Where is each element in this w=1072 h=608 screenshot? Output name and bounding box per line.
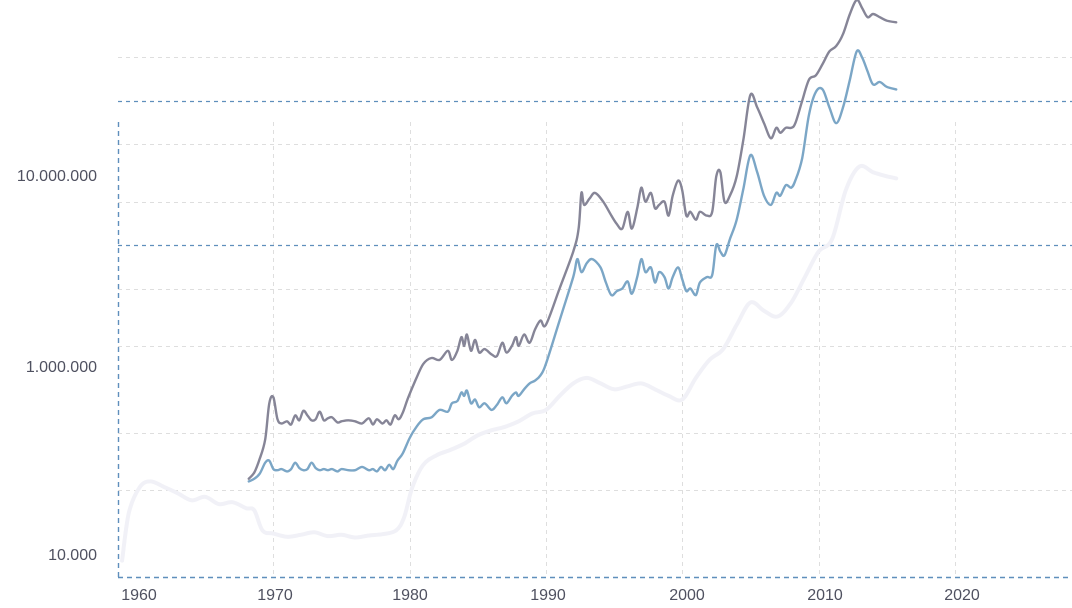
x-tick-label: 1970 [257, 587, 293, 604]
series-line-blue [247, 49, 898, 483]
x-tick-label: 2020 [944, 587, 980, 604]
y-tick-label: 1.000.000 [26, 359, 97, 376]
x-tick-label: 1980 [392, 587, 428, 604]
y-tick-label: 10.000.000 [17, 168, 97, 185]
tick-labels: 1960 1970 1980 1990 2000 2010 2020 10.00… [17, 168, 980, 604]
axes [117, 122, 1072, 579]
x-tick-label: 2010 [807, 587, 843, 604]
series-lines [120, 0, 899, 563]
series-line-faint [120, 163, 899, 563]
x-tick-label: 1990 [530, 587, 566, 604]
grid-lines [118, 57, 1072, 577]
series-line-dark [247, 0, 898, 480]
x-tick-label: 2000 [669, 587, 705, 604]
x-tick-label: 1960 [121, 587, 157, 604]
y-tick-label: 10.000 [48, 547, 97, 564]
